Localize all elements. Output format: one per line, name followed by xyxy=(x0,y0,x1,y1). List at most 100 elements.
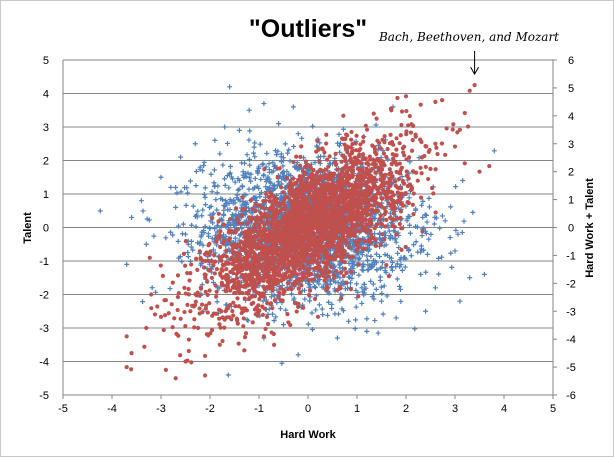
data-point xyxy=(261,291,266,296)
data-point xyxy=(432,285,438,291)
data-point xyxy=(212,137,218,143)
data-point xyxy=(353,317,359,323)
data-point xyxy=(222,176,228,182)
data-point xyxy=(205,292,210,298)
data-point xyxy=(316,255,322,261)
data-point xyxy=(375,138,380,143)
data-point xyxy=(236,279,241,284)
data-point xyxy=(419,202,425,208)
data-point xyxy=(369,294,375,300)
data-point xyxy=(397,141,402,146)
data-point xyxy=(303,159,309,164)
data-point xyxy=(360,246,365,251)
data-point xyxy=(387,254,393,260)
data-point xyxy=(246,205,252,211)
data-point xyxy=(424,219,430,225)
data-point xyxy=(267,199,273,204)
data-point xyxy=(306,168,312,174)
data-point xyxy=(340,126,346,132)
data-point xyxy=(206,233,212,239)
data-point xyxy=(309,310,315,316)
data-point xyxy=(264,220,270,225)
data-point xyxy=(248,171,254,177)
data-point xyxy=(395,250,401,256)
data-point xyxy=(243,192,249,198)
data-point xyxy=(221,207,227,213)
data-point xyxy=(197,306,202,311)
data-point xyxy=(364,222,369,228)
data-point xyxy=(394,261,400,267)
data-point xyxy=(370,264,376,270)
data-point xyxy=(426,204,432,210)
data-point xyxy=(229,317,234,322)
data-point xyxy=(129,367,134,372)
data-point xyxy=(221,238,226,244)
data-point xyxy=(211,167,217,173)
data-point xyxy=(240,169,246,175)
data-point xyxy=(224,140,230,146)
data-point xyxy=(379,291,385,297)
data-point xyxy=(300,259,306,264)
data-point xyxy=(240,198,246,204)
data-point xyxy=(205,279,210,284)
data-point xyxy=(358,142,363,147)
data-point xyxy=(189,360,194,365)
data-point xyxy=(227,164,233,170)
data-point xyxy=(329,301,335,307)
data-point xyxy=(376,190,381,196)
data-point xyxy=(353,229,359,234)
data-point xyxy=(360,262,366,268)
data-point xyxy=(244,290,249,296)
data-point xyxy=(251,150,257,156)
data-point xyxy=(272,163,278,169)
data-point xyxy=(368,212,373,217)
data-point xyxy=(337,140,343,146)
data-point xyxy=(204,332,210,337)
data-point xyxy=(268,180,274,186)
data-point xyxy=(280,298,285,303)
data-point xyxy=(378,146,383,151)
data-point xyxy=(295,352,301,358)
data-point xyxy=(201,163,207,169)
data-point xyxy=(312,159,318,165)
data-point xyxy=(260,312,266,317)
data-point xyxy=(406,195,412,201)
data-point xyxy=(399,201,404,206)
data-point xyxy=(202,272,207,277)
data-point xyxy=(185,254,191,260)
data-point xyxy=(350,159,355,164)
data-point xyxy=(384,262,389,268)
data-point xyxy=(399,247,404,252)
data-point xyxy=(491,148,497,154)
data-point xyxy=(207,288,212,293)
data-point xyxy=(251,144,257,150)
data-point xyxy=(346,318,352,324)
data-point xyxy=(275,179,281,185)
data-point xyxy=(384,293,390,299)
data-point xyxy=(302,213,307,219)
data-point xyxy=(281,158,286,163)
data-point xyxy=(186,337,192,342)
data-point xyxy=(299,135,305,141)
data-point xyxy=(192,325,197,330)
data-point xyxy=(223,302,229,308)
data-point xyxy=(161,327,166,333)
data-point xyxy=(272,216,277,221)
data-point xyxy=(259,205,264,210)
data-point xyxy=(306,234,312,240)
data-point xyxy=(183,239,188,244)
data-point xyxy=(413,239,419,245)
data-point xyxy=(218,196,224,202)
data-point xyxy=(401,150,406,155)
data-point xyxy=(250,206,255,211)
data-point xyxy=(236,186,242,192)
data-point xyxy=(280,176,286,182)
data-point xyxy=(209,189,215,195)
data-point xyxy=(399,267,405,273)
data-point xyxy=(312,284,318,290)
data-point xyxy=(238,239,244,244)
data-point xyxy=(357,189,362,194)
data-point xyxy=(408,183,413,188)
data-point xyxy=(350,254,355,259)
data-point xyxy=(193,212,199,218)
